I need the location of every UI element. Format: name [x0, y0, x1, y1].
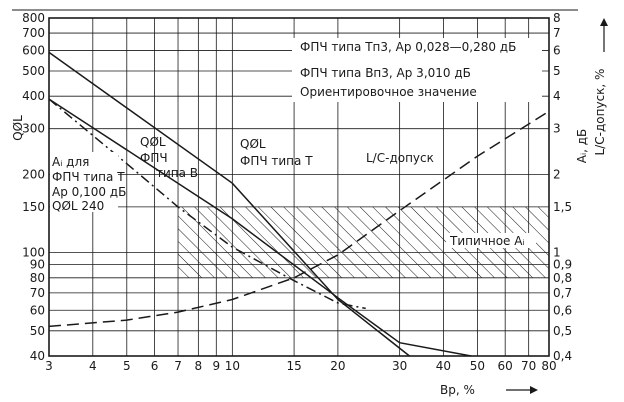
- y-right-tick-label: 0,6: [553, 303, 572, 317]
- typical-ai-label-background: [446, 233, 536, 248]
- series-layer: [48, 51, 550, 357]
- y-right-tick-label: 1,5: [553, 200, 572, 214]
- y-right-tick-label: 0,8: [553, 271, 572, 285]
- x-tick-label: 4: [89, 359, 97, 373]
- x-tick-label: 40: [436, 359, 451, 373]
- y-left-axis-label: QØL: [11, 115, 25, 141]
- x-tick-label: 70: [521, 359, 536, 373]
- label-typical-ai: Типичное Aᵢ: [449, 234, 525, 248]
- label-ai-ap: Aр 0,100 дБ: [52, 185, 126, 199]
- x-tick-label: 10: [225, 359, 240, 373]
- y-right-axis-label-lc: L/C-допуск, %: [593, 69, 607, 156]
- plot-frame: [48, 17, 550, 357]
- y-right-tick-label: 8: [553, 11, 561, 25]
- y-right-tick-label: 0,9: [553, 258, 572, 272]
- y-right-tick-label: 2: [553, 167, 561, 181]
- y-right-tick-label: 7: [553, 26, 561, 40]
- y-left-tick-label: 50: [30, 324, 45, 338]
- label-ai-q240: QØL 240: [52, 199, 104, 213]
- y-right-tick-label: 0,7: [553, 286, 572, 300]
- y-right-tick-label: 0,4: [553, 349, 572, 363]
- y-left-tick-label: 90: [30, 258, 45, 272]
- y-left-tick-label: 70: [30, 286, 45, 300]
- label-curve-type-b: типа В: [156, 166, 198, 180]
- y-left-tick-label: 300: [22, 122, 45, 136]
- y-left-tick-label: 400: [22, 89, 45, 103]
- note-approximate-value: Ориентировочное значение: [300, 85, 477, 99]
- x-tick-label: 20: [330, 359, 345, 373]
- x-tick-label: 15: [286, 359, 301, 373]
- ai-label-background: [50, 152, 118, 212]
- x-tick-label: 5: [123, 359, 131, 373]
- x-tick-label: 9: [212, 359, 220, 373]
- label-ai-for: Aᵢ для: [52, 155, 89, 169]
- y-right-tick-label: 1: [553, 246, 561, 260]
- label-curve-type-b-fpch: ФПЧ: [140, 151, 168, 165]
- x-tick-label: 30: [392, 359, 407, 373]
- y-right-tick-label: 6: [553, 43, 561, 57]
- y-left-tick-label: 150: [22, 200, 45, 214]
- x-tick-label: 60: [498, 359, 513, 373]
- x-axis-label: Bр, %: [440, 383, 475, 397]
- series-line-2: [48, 98, 472, 357]
- y-left-tick-label: 500: [22, 64, 45, 78]
- x-tick-label: 8: [195, 359, 203, 373]
- y-left-tick-label: 40: [30, 349, 45, 363]
- label-curve-type-t-q: QØL: [240, 137, 266, 151]
- y-right-tick-label: 4: [553, 89, 561, 103]
- y-right-tick-label: 3: [553, 122, 561, 136]
- y-right-tick-label: 0,5: [553, 324, 572, 338]
- x-axis-arrowhead: [530, 386, 538, 394]
- notes-background: [292, 38, 542, 102]
- series-line-3: [48, 98, 366, 310]
- label-curve-type-t: ФПЧ типа Т: [240, 154, 313, 168]
- note-type-b-passband: ФПЧ типа Вп3, Aр 3,010 дБ: [300, 66, 471, 80]
- y-right-axis-arrowhead: [600, 18, 608, 26]
- x-tick-label: 7: [174, 359, 182, 373]
- series-line-1: [48, 51, 410, 357]
- y-left-tick-label: 80: [30, 271, 45, 285]
- x-tick-label: 80: [541, 359, 556, 373]
- label-ai-type-t: ФПЧ типа Т: [52, 170, 125, 184]
- x-tick-label: 3: [45, 359, 53, 373]
- x-tick-label: 6: [151, 359, 159, 373]
- label-lc-tolerance: L/C-допуск: [366, 151, 434, 165]
- x-tick-label: 50: [470, 359, 485, 373]
- y-left-tick-label: 200: [22, 167, 45, 181]
- y-right-axis-label-ai: Aᵢ, дБ: [575, 129, 589, 164]
- series-line-4: [48, 110, 550, 328]
- y-right-tick-label: 5: [553, 64, 561, 78]
- y-left-tick-label: 800: [22, 11, 45, 25]
- y-right-tick-labels: 0,4 0,5 0,6 0,70,80,91 1,5 2 3 4 5 6 78: [553, 11, 572, 363]
- y-left-tick-label: 600: [22, 43, 45, 57]
- y-left-tick-label: 100: [22, 246, 45, 260]
- x-tick-labels: 3 4 5 6 7 8 9 10 15 20 30 40 50 60 70 80: [45, 359, 556, 373]
- y-left-tick-label: 700: [22, 26, 45, 40]
- y-left-tick-label: 60: [30, 303, 45, 317]
- note-type-t-passband: ФПЧ типа Tп3, Aр 0,028—0,280 дБ: [300, 40, 516, 54]
- label-curve-type-b-q: QØL: [140, 135, 166, 149]
